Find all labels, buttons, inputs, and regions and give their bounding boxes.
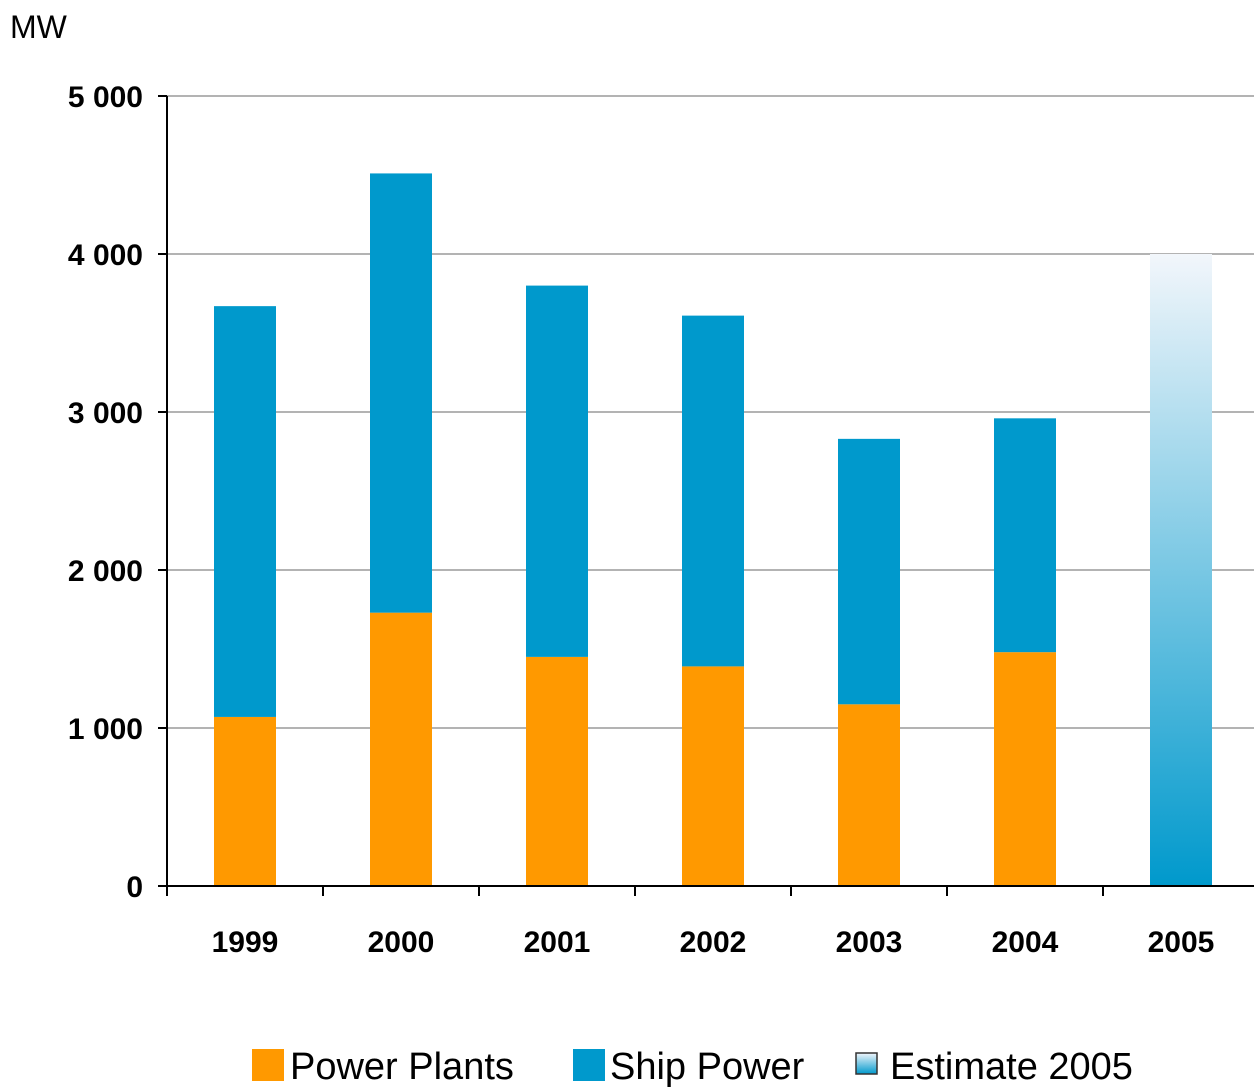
bar-ship-power-2003 — [838, 438, 900, 705]
bar-ship-power-2002 — [682, 315, 744, 667]
bar-power-plants-2002 — [682, 666, 744, 886]
legend-swatch-ship-power — [573, 1049, 605, 1081]
bar-power-plants-2001 — [526, 656, 588, 886]
y-axis-label: MW — [10, 9, 68, 45]
legend-label-estimate-2005: Estimate 2005 — [890, 1046, 1133, 1088]
legend: Power Plants Ship Power Estimate 2005 — [252, 1046, 1133, 1088]
bar-power-plants-2003 — [838, 704, 900, 886]
y-tick-label: 2 000 — [68, 555, 143, 588]
bar-power-plants-2000 — [370, 612, 432, 886]
bars — [214, 173, 1212, 886]
legend-label-power-plants: Power Plants — [290, 1046, 514, 1088]
x-tick-label: 2004 — [992, 926, 1059, 959]
legend-swatch-estimate-2005 — [855, 1052, 878, 1075]
x-tick-label: 2003 — [836, 926, 903, 959]
y-tick-label: 1 000 — [68, 713, 143, 746]
bar-power-plants-2004 — [994, 652, 1056, 886]
x-tick-label: 1999 — [212, 926, 279, 959]
bar-power-plants-1999 — [214, 716, 276, 886]
x-tick-label: 2000 — [368, 926, 435, 959]
axes: 0 1 000 2 000 3 000 4 000 5 000 1999 2000 2001 20… — [68, 81, 1254, 959]
y-tick-label: 0 — [126, 871, 143, 904]
legend-swatch-power-plants — [252, 1049, 284, 1081]
x-tick-label: 2002 — [680, 926, 747, 959]
y-tick-label: 3 000 — [68, 397, 143, 430]
bar-ship-power-1999 — [214, 306, 276, 717]
y-tick-label: 4 000 — [68, 239, 143, 272]
bar-estimate-2005-2005 — [1150, 254, 1212, 886]
x-tick-label: 2001 — [524, 926, 591, 959]
bar-ship-power-2000 — [370, 173, 432, 613]
bar-ship-power-2001 — [526, 285, 588, 657]
y-tick-label: 5 000 — [68, 81, 143, 114]
legend-label-ship-power: Ship Power — [610, 1046, 805, 1088]
bar-ship-power-2004 — [994, 418, 1056, 653]
x-tick-label: 2005 — [1148, 926, 1215, 959]
